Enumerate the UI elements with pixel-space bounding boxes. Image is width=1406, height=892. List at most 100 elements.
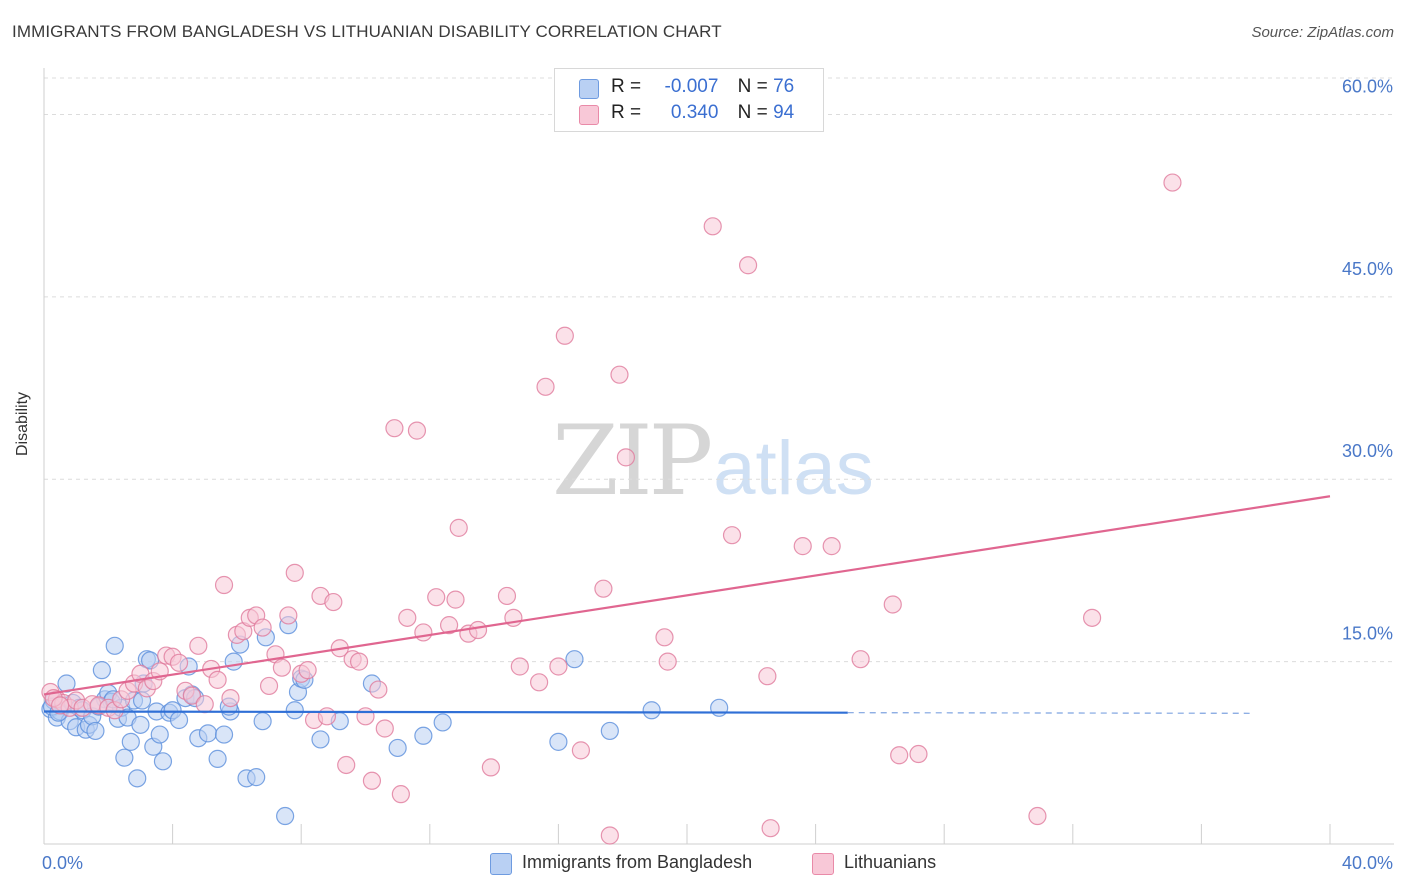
lithuanian-point bbox=[851, 650, 870, 669]
lithuanian-point bbox=[50, 696, 70, 715]
lithuanian-point bbox=[658, 652, 677, 671]
y-tick-label: 45.0% bbox=[1342, 259, 1393, 279]
bangladesh-point bbox=[131, 715, 150, 734]
bangladesh-point bbox=[208, 749, 227, 768]
bangladesh-point bbox=[600, 721, 619, 741]
legend-label: Lithuanians bbox=[844, 852, 937, 872]
lithuanian-point bbox=[497, 586, 517, 606]
bangladesh-point bbox=[105, 636, 124, 655]
bangladesh-point bbox=[253, 712, 272, 731]
lithuanian-point bbox=[536, 377, 555, 396]
lithuanian-point bbox=[510, 657, 529, 676]
lithuanian-point bbox=[571, 741, 591, 760]
r-value: -0.007 bbox=[664, 76, 719, 97]
bangladesh-point bbox=[92, 661, 111, 680]
y-tick-label: 60.0% bbox=[1342, 76, 1393, 96]
lithuanian-point bbox=[208, 670, 227, 689]
lithuanian-point bbox=[189, 636, 208, 655]
trend-line-bangladesh bbox=[43, 710, 848, 714]
bangladesh-point bbox=[86, 721, 105, 741]
x-tick-label: 0.0% bbox=[42, 853, 83, 873]
lithuanian-point bbox=[822, 537, 841, 556]
legend-swatch-blue bbox=[490, 853, 512, 875]
lithuanian-point bbox=[555, 326, 574, 345]
chart-title: IMMIGRANTS FROM BANGLADESH VS LITHUANIAN… bbox=[12, 22, 722, 41]
lithuanian-point bbox=[909, 744, 928, 764]
bangladesh-point bbox=[414, 726, 433, 745]
n-label: N = bbox=[737, 76, 768, 97]
lithuanian-point bbox=[600, 826, 619, 845]
axes bbox=[43, 68, 1394, 845]
lithuanian-point bbox=[182, 686, 201, 705]
lithuanian-point bbox=[883, 595, 902, 614]
lithuanian-point bbox=[439, 616, 459, 635]
lithuanian-point bbox=[356, 707, 375, 726]
lithuanian-point bbox=[427, 588, 446, 607]
lithuanian-point bbox=[446, 590, 465, 609]
lithuanian-point bbox=[449, 518, 468, 537]
n-label: N = bbox=[737, 102, 768, 123]
lithuanian-point bbox=[1082, 608, 1102, 627]
bangladesh-point bbox=[224, 652, 243, 671]
legend-label: Immigrants from Bangladesh bbox=[522, 852, 753, 872]
legend-swatch-pink bbox=[579, 105, 599, 125]
bangladesh-point bbox=[214, 725, 234, 744]
lithuanian-point bbox=[1028, 806, 1047, 826]
bangladesh-point bbox=[150, 725, 169, 744]
r-value: 0.340 bbox=[670, 102, 719, 123]
bangladesh-point bbox=[311, 730, 330, 749]
lithuanian-point bbox=[1163, 173, 1182, 192]
trend-lines bbox=[43, 495, 1331, 714]
r-label: R = bbox=[611, 76, 642, 97]
r-label: R = bbox=[611, 102, 642, 123]
stats-legend: R = -0.007 N = 76 R = 0.340 N = 94 bbox=[554, 68, 824, 132]
lithuanian-point bbox=[594, 579, 613, 598]
bangladesh-point bbox=[565, 650, 584, 669]
stats-text: R = -0.007 N = 76 bbox=[611, 76, 794, 98]
lithuanian-point bbox=[761, 819, 780, 838]
lithuanian-point bbox=[324, 592, 343, 612]
lithuanian-point bbox=[369, 680, 388, 699]
bangladesh-point bbox=[642, 701, 661, 720]
lithuanian-point bbox=[530, 673, 549, 692]
y-tick-label: 15.0% bbox=[1342, 624, 1393, 644]
bangladesh-point bbox=[710, 698, 729, 717]
lithuanian-point bbox=[385, 419, 404, 438]
lithuanian-point bbox=[610, 365, 629, 384]
watermark: ZIPatlas bbox=[552, 405, 874, 517]
lithuanian-point bbox=[722, 526, 742, 545]
bangladesh-point bbox=[388, 738, 407, 758]
lithuanian-point bbox=[414, 623, 433, 642]
bangladesh-point bbox=[198, 724, 218, 743]
legend-swatch-pink bbox=[812, 853, 834, 875]
lithuanian-point bbox=[214, 575, 234, 595]
lithuanian-point bbox=[317, 707, 337, 726]
lithuanian-point bbox=[285, 563, 304, 582]
lithuanian-point bbox=[398, 608, 417, 627]
grid-lines bbox=[44, 77, 1394, 663]
lithuanian-point bbox=[362, 771, 382, 790]
lithuanian-point bbox=[407, 421, 427, 440]
bangladesh-point bbox=[121, 732, 140, 751]
lithuanian-point bbox=[703, 217, 722, 236]
lithuanian-point bbox=[890, 746, 909, 765]
bangladesh-point bbox=[115, 748, 134, 767]
bangladesh-point bbox=[285, 701, 304, 720]
lithuanian-point bbox=[272, 658, 292, 677]
bangladesh-point bbox=[128, 769, 147, 788]
lithuanian-point bbox=[195, 695, 214, 714]
lithuanian-point bbox=[375, 719, 394, 738]
bangladesh-point bbox=[549, 732, 568, 751]
lithuanian-point bbox=[221, 688, 240, 708]
lithuanian-point bbox=[468, 620, 488, 640]
lithuanian-point bbox=[391, 785, 410, 804]
source-label: Source: ZipAtlas.com bbox=[1251, 24, 1394, 41]
lithuanian-point bbox=[549, 657, 568, 676]
lithuanian-point bbox=[259, 676, 279, 696]
bangladesh-point bbox=[433, 713, 452, 732]
lithuanian-point bbox=[793, 537, 812, 556]
bangladesh-point bbox=[169, 710, 189, 730]
trend-line-bangladesh-extension bbox=[847, 712, 1250, 714]
n-value: 94 bbox=[773, 102, 795, 123]
